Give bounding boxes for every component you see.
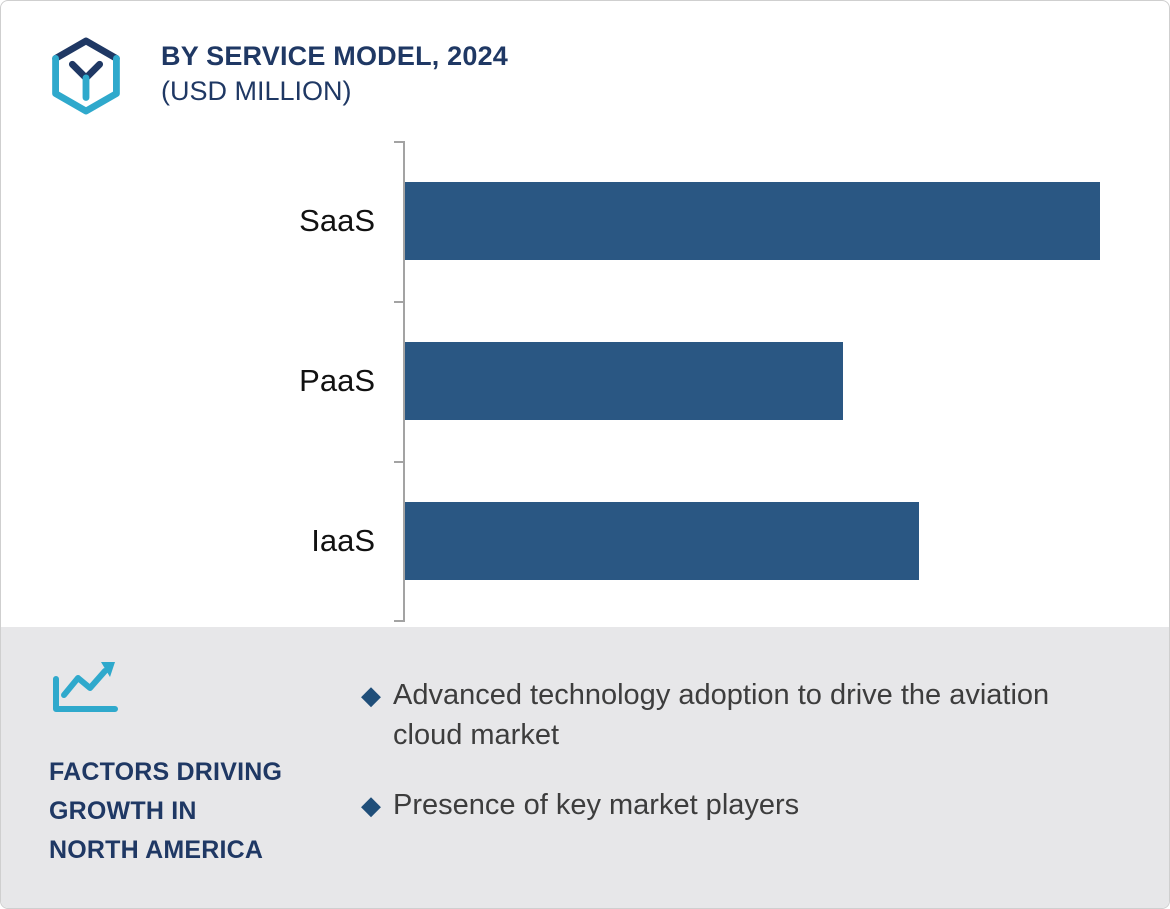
chart-row: PaaS (1, 301, 1169, 461)
bar-chart: SaaS PaaS IaaS (1, 141, 1169, 622)
chart-rows: SaaS PaaS IaaS (1, 141, 1169, 621)
category-label: SaaS (299, 203, 375, 238)
factor-bullet-text: Advanced technology adoption to drive th… (393, 679, 1050, 751)
bar-track (405, 182, 1100, 260)
factors-heading-line: GROWTH IN (49, 797, 197, 825)
axis-tick (394, 461, 404, 463)
factors-left-column: FACTORS DRIVING GROWTH IN NORTH AMERICA (49, 651, 309, 870)
bar (405, 182, 1100, 260)
chart-row: IaaS (1, 461, 1169, 621)
factors-heading-line: FACTORS DRIVING (49, 758, 283, 786)
bar-track (405, 342, 1100, 420)
factors-heading-line: NORTH AMERICA (49, 836, 264, 864)
hexagon-logo-icon (52, 37, 120, 115)
diamond-bullet-icon: ◆ (361, 680, 381, 710)
chart-title: BY SERVICE MODEL, 2024 (161, 41, 509, 71)
line-chart-icon (53, 662, 118, 712)
bar (405, 502, 920, 580)
category-axis-line (403, 141, 405, 622)
factors-heading: FACTORS DRIVING GROWTH IN NORTH AMERICA (49, 753, 309, 870)
category-label: PaaS (299, 363, 375, 398)
axis-tick (394, 620, 404, 622)
factor-bullet: ◆ Advanced technology adoption to drive t… (361, 675, 1081, 755)
factor-bullets: ◆ Advanced technology adoption to drive t… (361, 675, 1081, 855)
bar (405, 342, 843, 420)
diamond-bullet-icon: ◆ (361, 790, 381, 820)
factors-panel: FACTORS DRIVING GROWTH IN NORTH AMERICA ◆ A… (1, 627, 1169, 908)
axis-tick (394, 141, 404, 143)
chart-subtitle: (USD MILLION) (161, 76, 352, 106)
chart-row: SaaS (1, 141, 1169, 301)
chart-title-block: BY SERVICE MODEL, 2024 (USD MILLION) (161, 35, 508, 109)
axis-tick (394, 301, 404, 303)
factor-bullet: ◆ Presence of key market players (361, 785, 1081, 825)
factor-bullet-text: Presence of key market players (393, 789, 800, 821)
bar-track (405, 502, 1100, 580)
chart-header: BY SERVICE MODEL, 2024 (USD MILLION) (47, 35, 508, 117)
category-label: IaaS (311, 523, 375, 558)
